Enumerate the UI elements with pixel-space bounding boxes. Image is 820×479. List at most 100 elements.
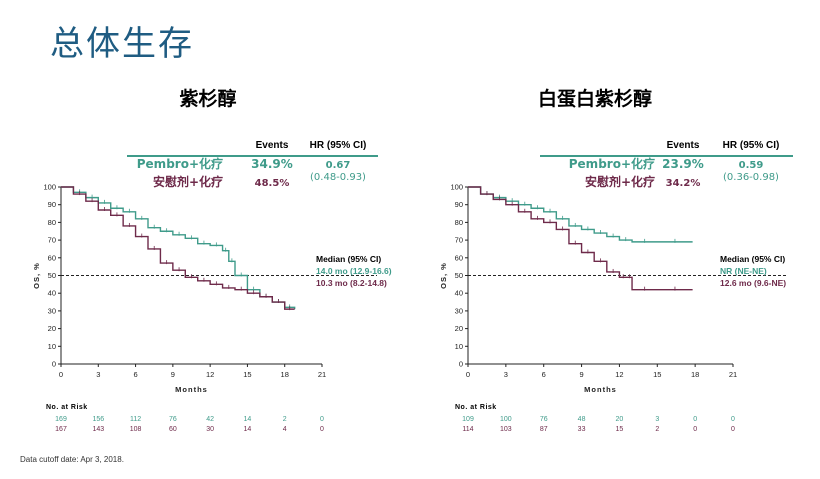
median-placebo: 10.3 mo (8.2-14.8) bbox=[316, 278, 387, 288]
risk-count-placebo: 14 bbox=[244, 426, 252, 433]
y-tick-label: 100 bbox=[450, 183, 463, 192]
risk-count-placebo: 2 bbox=[655, 426, 659, 433]
risk-count-placebo: 103 bbox=[500, 426, 512, 433]
y-tick-label: 70 bbox=[455, 236, 463, 245]
risk-count-placebo: 143 bbox=[92, 426, 104, 433]
hr-value: 0.67 bbox=[326, 160, 351, 171]
median-header: Median (95% CI) bbox=[720, 254, 785, 264]
risk-count-pembro: 2 bbox=[283, 416, 287, 423]
x-tick-label: 0 bbox=[59, 370, 63, 379]
legend-pembro-name: Pembro+化疗 bbox=[569, 156, 655, 171]
y-tick-label: 30 bbox=[48, 306, 56, 315]
y-tick-label: 0 bbox=[459, 360, 463, 369]
risk-count-pembro: 3 bbox=[655, 416, 659, 423]
y-tick-label: 90 bbox=[48, 200, 56, 209]
median-pembro: NR (NE-NE) bbox=[720, 266, 767, 276]
risk-count-pembro: 0 bbox=[320, 416, 324, 423]
risk-count-placebo: 167 bbox=[55, 426, 67, 433]
y-tick-label: 60 bbox=[48, 253, 56, 262]
km-curve-pembro bbox=[61, 186, 296, 310]
y-tick-label: 50 bbox=[455, 271, 463, 280]
y-axis-label: OS, % bbox=[439, 262, 448, 289]
data-cutoff-note: Data cutoff date: Apr 3, 2018. bbox=[20, 455, 124, 464]
x-tick-label: 21 bbox=[318, 370, 326, 379]
hr-value: 0.59 bbox=[739, 160, 764, 171]
slide-title: 总体生存 bbox=[50, 24, 194, 64]
y-axis-label: OS, % bbox=[32, 262, 41, 289]
risk-count-placebo: 30 bbox=[206, 426, 214, 433]
median-header: Median (95% CI) bbox=[316, 254, 381, 264]
x-tick-label: 9 bbox=[171, 370, 175, 379]
x-tick-label: 21 bbox=[729, 370, 737, 379]
legend-placebo-events: 34.2% bbox=[666, 178, 701, 189]
legend-placebo-events: 48.5% bbox=[255, 178, 290, 189]
y-tick-label: 40 bbox=[48, 289, 56, 298]
legend-placebo-name: 安慰剂+化疗 bbox=[153, 174, 223, 189]
x-tick-label: 12 bbox=[206, 370, 214, 379]
risk-count-pembro: 0 bbox=[693, 416, 697, 423]
events-header: Events bbox=[667, 140, 700, 151]
x-tick-label: 12 bbox=[615, 370, 623, 379]
legend-pembro-name: Pembro+化疗 bbox=[137, 156, 223, 171]
risk-count-placebo: 0 bbox=[693, 426, 697, 433]
x-tick-label: 15 bbox=[243, 370, 251, 379]
hr-header: HR (95% CI) bbox=[310, 140, 367, 151]
chart-title: 紫杉醇 bbox=[179, 87, 236, 110]
x-tick-label: 9 bbox=[579, 370, 583, 379]
risk-label: No. at Risk bbox=[46, 404, 88, 411]
legend-pembro-events: 23.9% bbox=[662, 157, 704, 171]
y-tick-label: 80 bbox=[48, 218, 56, 227]
hr-ci: (0.48-0.93) bbox=[310, 172, 366, 183]
y-tick-label: 100 bbox=[43, 183, 56, 192]
hr-header: HR (95% CI) bbox=[723, 140, 780, 151]
y-tick-label: 90 bbox=[455, 200, 463, 209]
risk-count-pembro: 42 bbox=[206, 416, 214, 423]
km-curve-placebo bbox=[468, 186, 693, 291]
y-tick-label: 40 bbox=[455, 289, 463, 298]
chart-paclitaxel: 紫杉醇 Events HR (95% CI) Pembro+化疗 34.9% 0.67(0… bbox=[32, 87, 392, 433]
risk-count-pembro: 109 bbox=[462, 416, 474, 423]
risk-count-pembro: 76 bbox=[169, 416, 177, 423]
y-tick-label: 10 bbox=[455, 342, 463, 351]
risk-count-placebo: 33 bbox=[578, 426, 586, 433]
risk-label: No. at Risk bbox=[455, 404, 497, 411]
risk-count-pembro: 76 bbox=[540, 416, 548, 423]
x-tick-label: 6 bbox=[133, 370, 137, 379]
y-tick-label: 70 bbox=[48, 236, 56, 245]
y-tick-label: 20 bbox=[455, 324, 463, 333]
legend-placebo-name: 安慰剂+化疗 bbox=[585, 174, 655, 189]
median-placebo: 12.6 mo (9.6-NE) bbox=[720, 278, 786, 288]
x-tick-label: 15 bbox=[653, 370, 661, 379]
y-tick-label: 0 bbox=[52, 360, 56, 369]
risk-count-placebo: 60 bbox=[169, 426, 177, 433]
median-pembro: 14.0 mo (12.9-16.6) bbox=[316, 266, 392, 276]
chart-nab-paclitaxel: 白蛋白紫杉醇 Events HR (95% CI) Pembro+化疗 23.9% 0.5… bbox=[439, 87, 793, 433]
risk-count-placebo: 0 bbox=[731, 426, 735, 433]
risk-count-pembro: 14 bbox=[244, 416, 252, 423]
x-tick-label: 0 bbox=[466, 370, 470, 379]
legend-pembro-events: 34.9% bbox=[251, 157, 293, 171]
risk-count-pembro: 0 bbox=[731, 416, 735, 423]
risk-count-pembro: 156 bbox=[92, 416, 104, 423]
y-tick-label: 60 bbox=[455, 253, 463, 262]
x-tick-label: 6 bbox=[542, 370, 546, 379]
y-tick-label: 30 bbox=[455, 306, 463, 315]
x-axis-label: Months bbox=[175, 385, 208, 394]
risk-count-placebo: 0 bbox=[320, 426, 324, 433]
chart-title: 白蛋白紫杉醇 bbox=[538, 87, 652, 110]
risk-count-placebo: 4 bbox=[283, 426, 287, 433]
x-tick-label: 3 bbox=[504, 370, 508, 379]
km-curve-pembro bbox=[468, 186, 693, 243]
risk-count-placebo: 114 bbox=[462, 426, 473, 433]
x-tick-label: 3 bbox=[96, 370, 100, 379]
y-tick-label: 50 bbox=[48, 271, 56, 280]
risk-count-pembro: 48 bbox=[578, 416, 586, 423]
x-axis-label: Months bbox=[584, 385, 617, 394]
risk-count-placebo: 15 bbox=[616, 426, 624, 433]
risk-count-pembro: 20 bbox=[616, 416, 624, 423]
risk-count-placebo: 108 bbox=[130, 426, 142, 433]
risk-count-pembro: 112 bbox=[130, 416, 141, 423]
hr-ci: (0.36-0.98) bbox=[723, 172, 779, 183]
risk-count-pembro: 169 bbox=[55, 416, 67, 423]
